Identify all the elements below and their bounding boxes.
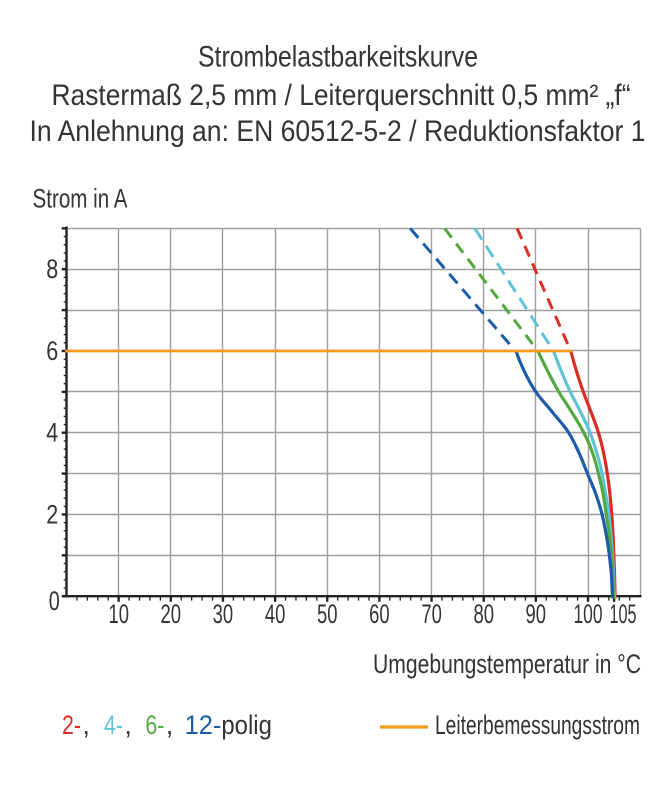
svg-text:4: 4 (46, 418, 58, 448)
svg-text:Strom in A: Strom in A (33, 184, 128, 214)
svg-text:polig: polig (221, 710, 272, 740)
svg-text:Leiterbemessungsstrom: Leiterbemessungsstrom (435, 710, 640, 740)
svg-text:105: 105 (610, 599, 637, 629)
svg-text:Strombelastbarkeitskurve: Strombelastbarkeitskurve (198, 41, 478, 74)
svg-text:8: 8 (46, 254, 58, 284)
svg-text:,: , (83, 710, 90, 740)
svg-text:80: 80 (473, 599, 494, 629)
svg-text:50: 50 (317, 599, 338, 629)
svg-text:0: 0 (49, 586, 60, 616)
svg-text:90: 90 (526, 599, 547, 629)
svg-text:100: 100 (574, 599, 603, 629)
svg-text:4-: 4- (104, 710, 123, 740)
svg-text:20: 20 (161, 599, 182, 629)
svg-text:2: 2 (46, 499, 58, 529)
svg-text:10: 10 (108, 599, 129, 629)
svg-text:6-: 6- (145, 710, 164, 740)
svg-text:Rastermaß 2,5 mm / Leiterquers: Rastermaß 2,5 mm / Leiterquerschnitt 0,5… (52, 79, 631, 112)
svg-text:12-: 12- (185, 710, 222, 740)
svg-text:60: 60 (369, 599, 390, 629)
svg-text:Umgebungstemperatur in °C: Umgebungstemperatur in °C (373, 649, 641, 679)
svg-text:40: 40 (265, 599, 286, 629)
svg-text:In Anlehnung an: EN 60512-5-2: In Anlehnung an: EN 60512-5-2 / Reduktio… (30, 115, 646, 148)
svg-text:30: 30 (213, 599, 234, 629)
svg-text:6: 6 (46, 336, 58, 366)
svg-text:70: 70 (421, 599, 442, 629)
svg-text:2-: 2- (62, 710, 81, 740)
svg-text:,: , (166, 710, 173, 740)
svg-text:,: , (125, 710, 132, 740)
